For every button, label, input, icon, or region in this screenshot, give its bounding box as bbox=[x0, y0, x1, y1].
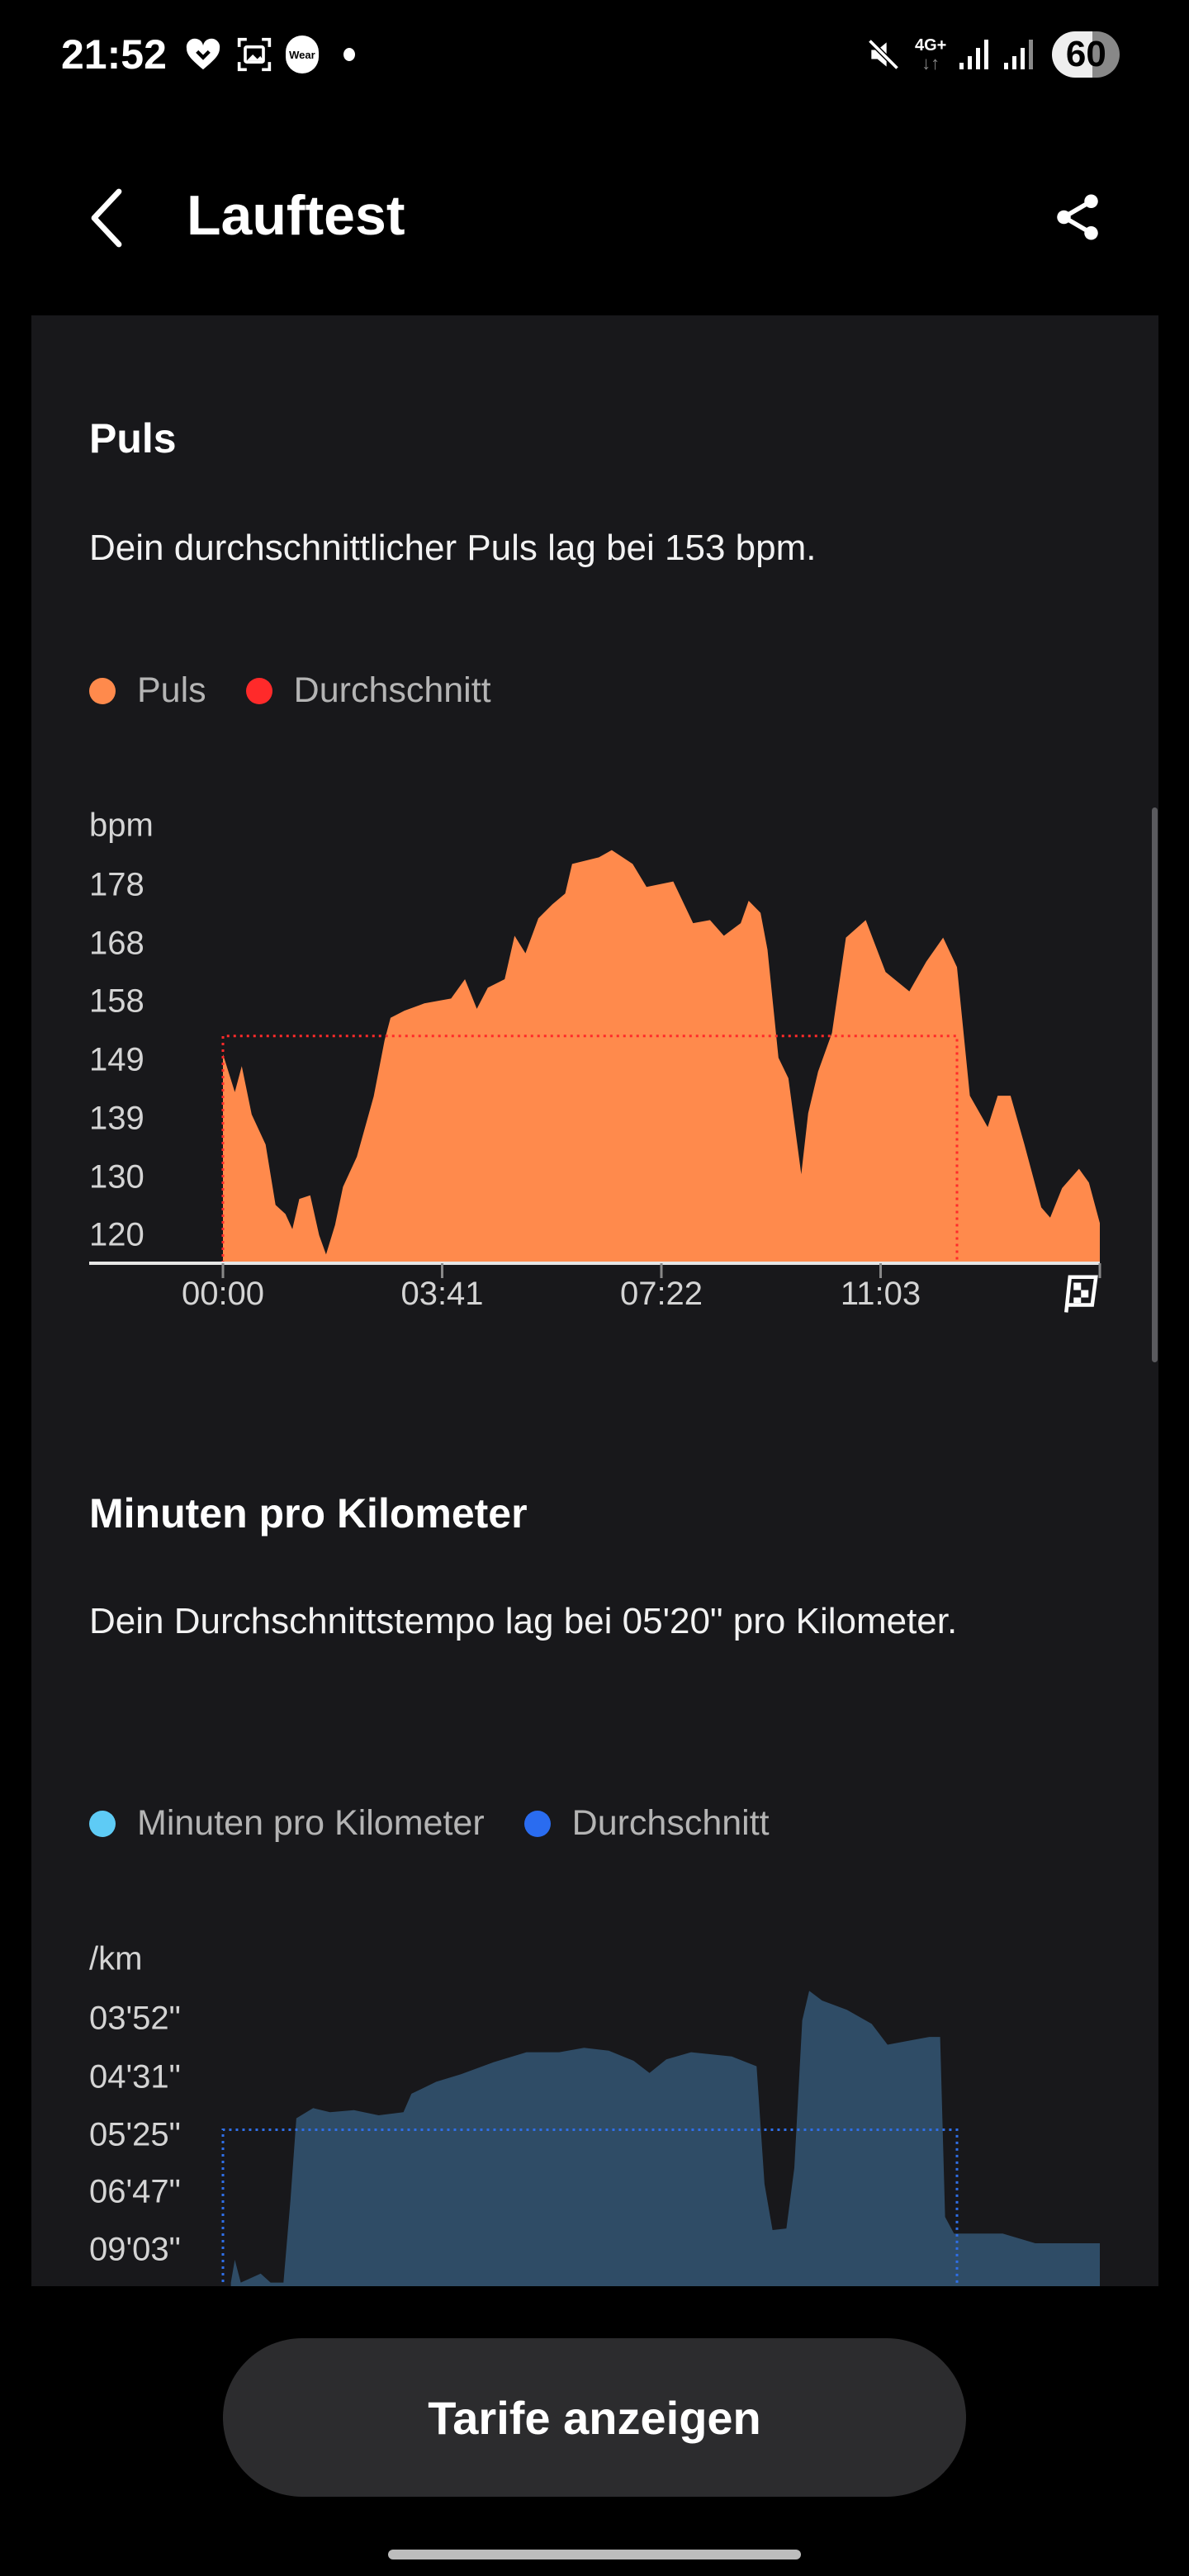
home-indicator[interactable] bbox=[388, 2550, 801, 2559]
workout-detail-card bbox=[31, 315, 1158, 2286]
pulse-average-line bbox=[221, 1035, 959, 1263]
x-tick-label: 03:41 bbox=[400, 1276, 484, 1312]
signal-icon bbox=[1004, 40, 1034, 69]
legend-dot-pace bbox=[89, 1810, 116, 1837]
y-tick-label: 168 bbox=[89, 925, 144, 962]
y-tick-label: 139 bbox=[89, 1100, 144, 1137]
pulse-area bbox=[223, 850, 1100, 1263]
heart-icon bbox=[186, 38, 220, 70]
show-plans-button[interactable]: Tarife anzeigen bbox=[223, 2338, 966, 2497]
mute-icon bbox=[868, 39, 899, 70]
pace-chart bbox=[221, 1991, 1100, 2286]
share-icon[interactable] bbox=[1050, 188, 1105, 246]
legend-label: Durchschnitt bbox=[571, 1803, 770, 1843]
y-tick-label: 130 bbox=[89, 1158, 144, 1195]
pulse-legend: Puls Durchschnitt bbox=[89, 670, 491, 711]
legend-label: Durchschnitt bbox=[293, 670, 491, 710]
legend-dot-pulse bbox=[89, 677, 116, 704]
y-tick-label: 09'03" bbox=[89, 2231, 181, 2268]
chevron-left-icon[interactable] bbox=[86, 187, 129, 249]
y-axis-unit: bpm bbox=[89, 807, 154, 844]
page-title: Lauftest bbox=[187, 184, 405, 247]
clock: 21:52 bbox=[61, 31, 167, 78]
pace-area bbox=[230, 1991, 1100, 2286]
y-tick-label: 04'31" bbox=[89, 2058, 181, 2095]
data-arrows-icon: ↓↑ bbox=[921, 53, 940, 73]
battery-icon: 60 bbox=[1052, 31, 1120, 78]
status-bar-left: 21:52 Wear bbox=[61, 30, 355, 79]
pace-section-title: Minuten pro Kilometer bbox=[89, 1490, 528, 1537]
y-tick-label: 120 bbox=[89, 1216, 144, 1253]
legend-dot-average bbox=[245, 677, 272, 704]
y-axis-unit: /km bbox=[89, 1940, 143, 1977]
notification-dot-icon bbox=[343, 48, 355, 61]
y-tick-label: 178 bbox=[89, 866, 144, 903]
y-tick-label: 03'52" bbox=[89, 2000, 181, 2037]
x-tick-label: 07:22 bbox=[619, 1276, 703, 1312]
pulse-section-title: Puls bbox=[89, 415, 177, 462]
network-type: 4G+ bbox=[915, 36, 947, 54]
pulse-chart bbox=[89, 850, 1101, 1278]
legend-label: Minuten pro Kilometer bbox=[137, 1803, 485, 1843]
pace-legend: Minuten pro Kilometer Durchschnitt bbox=[89, 1803, 770, 1844]
pulse-description: Dein durchschnittlicher Puls lag bei 153… bbox=[89, 528, 817, 568]
finish-flag-icon bbox=[1064, 1275, 1098, 1313]
y-tick-label: 149 bbox=[89, 1041, 144, 1078]
signal-icon bbox=[959, 40, 989, 69]
scrollbar[interactable] bbox=[1152, 807, 1158, 1362]
status-bar-right: 4G+ ↓↑ 60 bbox=[865, 30, 1120, 79]
y-tick-label: 05'25" bbox=[89, 2116, 181, 2153]
x-tick-label: 00:00 bbox=[181, 1276, 265, 1312]
legend-label: Puls bbox=[137, 670, 206, 710]
wear-icon: Wear bbox=[285, 36, 319, 73]
screenshot-icon bbox=[237, 37, 272, 72]
legend-dot-average bbox=[523, 1810, 551, 1837]
x-tick-label: 11:03 bbox=[840, 1276, 921, 1312]
y-tick-label: 06'47" bbox=[89, 2173, 181, 2210]
y-tick-label: 158 bbox=[89, 983, 144, 1020]
pace-description: Dein Durchschnittstempo lag bei 05'20" p… bbox=[89, 1601, 958, 1641]
